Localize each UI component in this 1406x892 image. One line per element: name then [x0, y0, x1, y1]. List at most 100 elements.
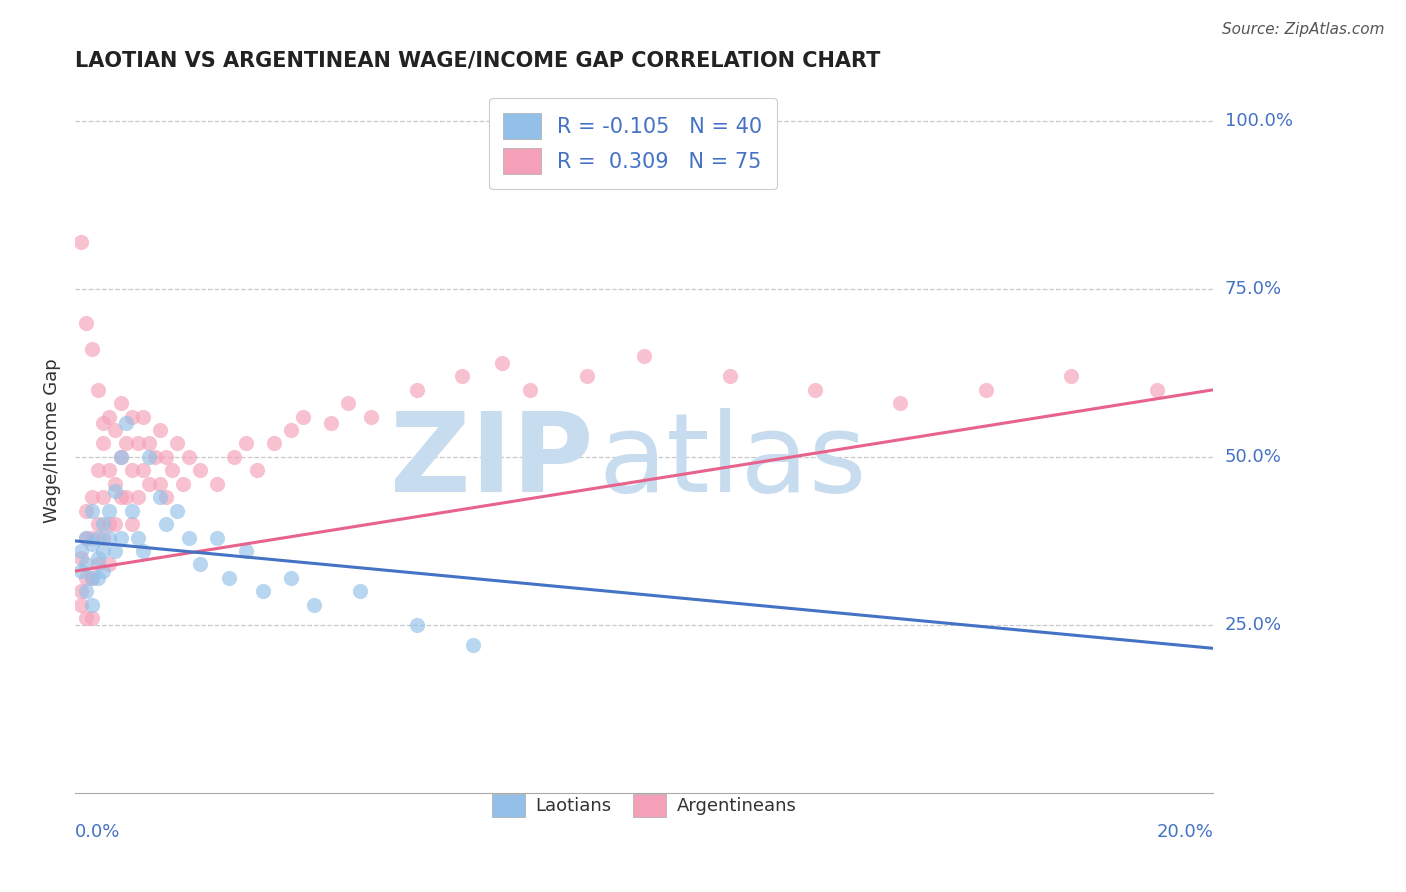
Point	[75, 571, 97, 585]
Point	[87, 550, 110, 565]
Point	[127, 531, 149, 545]
Point	[98, 531, 121, 545]
Point	[155, 490, 177, 504]
Point	[110, 450, 132, 464]
Point	[166, 436, 188, 450]
Point	[177, 531, 200, 545]
Point	[80, 343, 103, 357]
Point	[115, 490, 138, 504]
Point	[115, 417, 138, 431]
Point	[138, 476, 160, 491]
Point	[75, 531, 97, 545]
Point	[633, 349, 655, 363]
Point	[121, 517, 143, 532]
Text: 100.0%: 100.0%	[1225, 112, 1292, 130]
Text: 0.0%: 0.0%	[75, 823, 121, 841]
Point	[93, 531, 115, 545]
Point	[121, 409, 143, 424]
Point	[69, 584, 91, 599]
Point	[218, 571, 240, 585]
Point	[235, 436, 257, 450]
Point	[98, 503, 121, 517]
Point	[207, 476, 229, 491]
Point	[405, 383, 427, 397]
Point	[149, 423, 172, 437]
Text: 50.0%: 50.0%	[1225, 448, 1281, 466]
Point	[69, 550, 91, 565]
Point	[110, 450, 132, 464]
Point	[138, 450, 160, 464]
Point	[110, 396, 132, 410]
Text: LAOTIAN VS ARGENTINEAN WAGE/INCOME GAP CORRELATION CHART: LAOTIAN VS ARGENTINEAN WAGE/INCOME GAP C…	[75, 51, 880, 70]
Point	[87, 571, 110, 585]
Point	[263, 436, 285, 450]
Point	[155, 517, 177, 532]
Point	[80, 571, 103, 585]
Point	[80, 611, 103, 625]
Text: atlas: atlas	[599, 408, 868, 515]
Point	[69, 544, 91, 558]
Point	[87, 558, 110, 572]
Point	[98, 558, 121, 572]
Point	[224, 450, 246, 464]
Point	[143, 450, 166, 464]
Point	[246, 463, 269, 477]
Point	[491, 356, 513, 370]
Point	[75, 316, 97, 330]
Point	[974, 383, 997, 397]
Point	[302, 598, 325, 612]
Point	[132, 463, 155, 477]
Point	[576, 369, 599, 384]
Point	[104, 544, 127, 558]
Point	[463, 638, 485, 652]
Point	[75, 503, 97, 517]
Point	[93, 490, 115, 504]
Point	[1060, 369, 1083, 384]
Y-axis label: Wage/Income Gap: Wage/Income Gap	[44, 358, 60, 523]
Point	[149, 490, 172, 504]
Point	[80, 531, 103, 545]
Point	[360, 409, 382, 424]
Point	[93, 436, 115, 450]
Point	[75, 611, 97, 625]
Point	[75, 531, 97, 545]
Point	[889, 396, 911, 410]
Point	[69, 598, 91, 612]
Point	[87, 383, 110, 397]
Point	[188, 463, 211, 477]
Point	[321, 417, 343, 431]
Point	[718, 369, 741, 384]
Point	[75, 558, 97, 572]
Point	[87, 463, 110, 477]
Point	[104, 476, 127, 491]
Point	[121, 503, 143, 517]
Point	[104, 423, 127, 437]
Point	[188, 558, 211, 572]
Point	[132, 544, 155, 558]
Point	[104, 517, 127, 532]
Point	[1146, 383, 1168, 397]
Point	[280, 571, 302, 585]
Text: 25.0%: 25.0%	[1225, 615, 1282, 634]
Point	[252, 584, 274, 599]
Point	[280, 423, 302, 437]
Point	[87, 531, 110, 545]
Point	[132, 409, 155, 424]
Point	[93, 417, 115, 431]
Point	[93, 564, 115, 578]
Point	[69, 564, 91, 578]
Text: 75.0%: 75.0%	[1225, 280, 1282, 298]
Point	[155, 450, 177, 464]
Point	[87, 517, 110, 532]
Point	[98, 409, 121, 424]
Point	[519, 383, 541, 397]
Point	[98, 463, 121, 477]
Point	[291, 409, 314, 424]
Point	[98, 517, 121, 532]
Text: 20.0%: 20.0%	[1157, 823, 1213, 841]
Legend: Laotians, Argentineans: Laotians, Argentineans	[484, 785, 806, 826]
Point	[405, 618, 427, 632]
Point	[121, 463, 143, 477]
Point	[235, 544, 257, 558]
Point	[804, 383, 827, 397]
